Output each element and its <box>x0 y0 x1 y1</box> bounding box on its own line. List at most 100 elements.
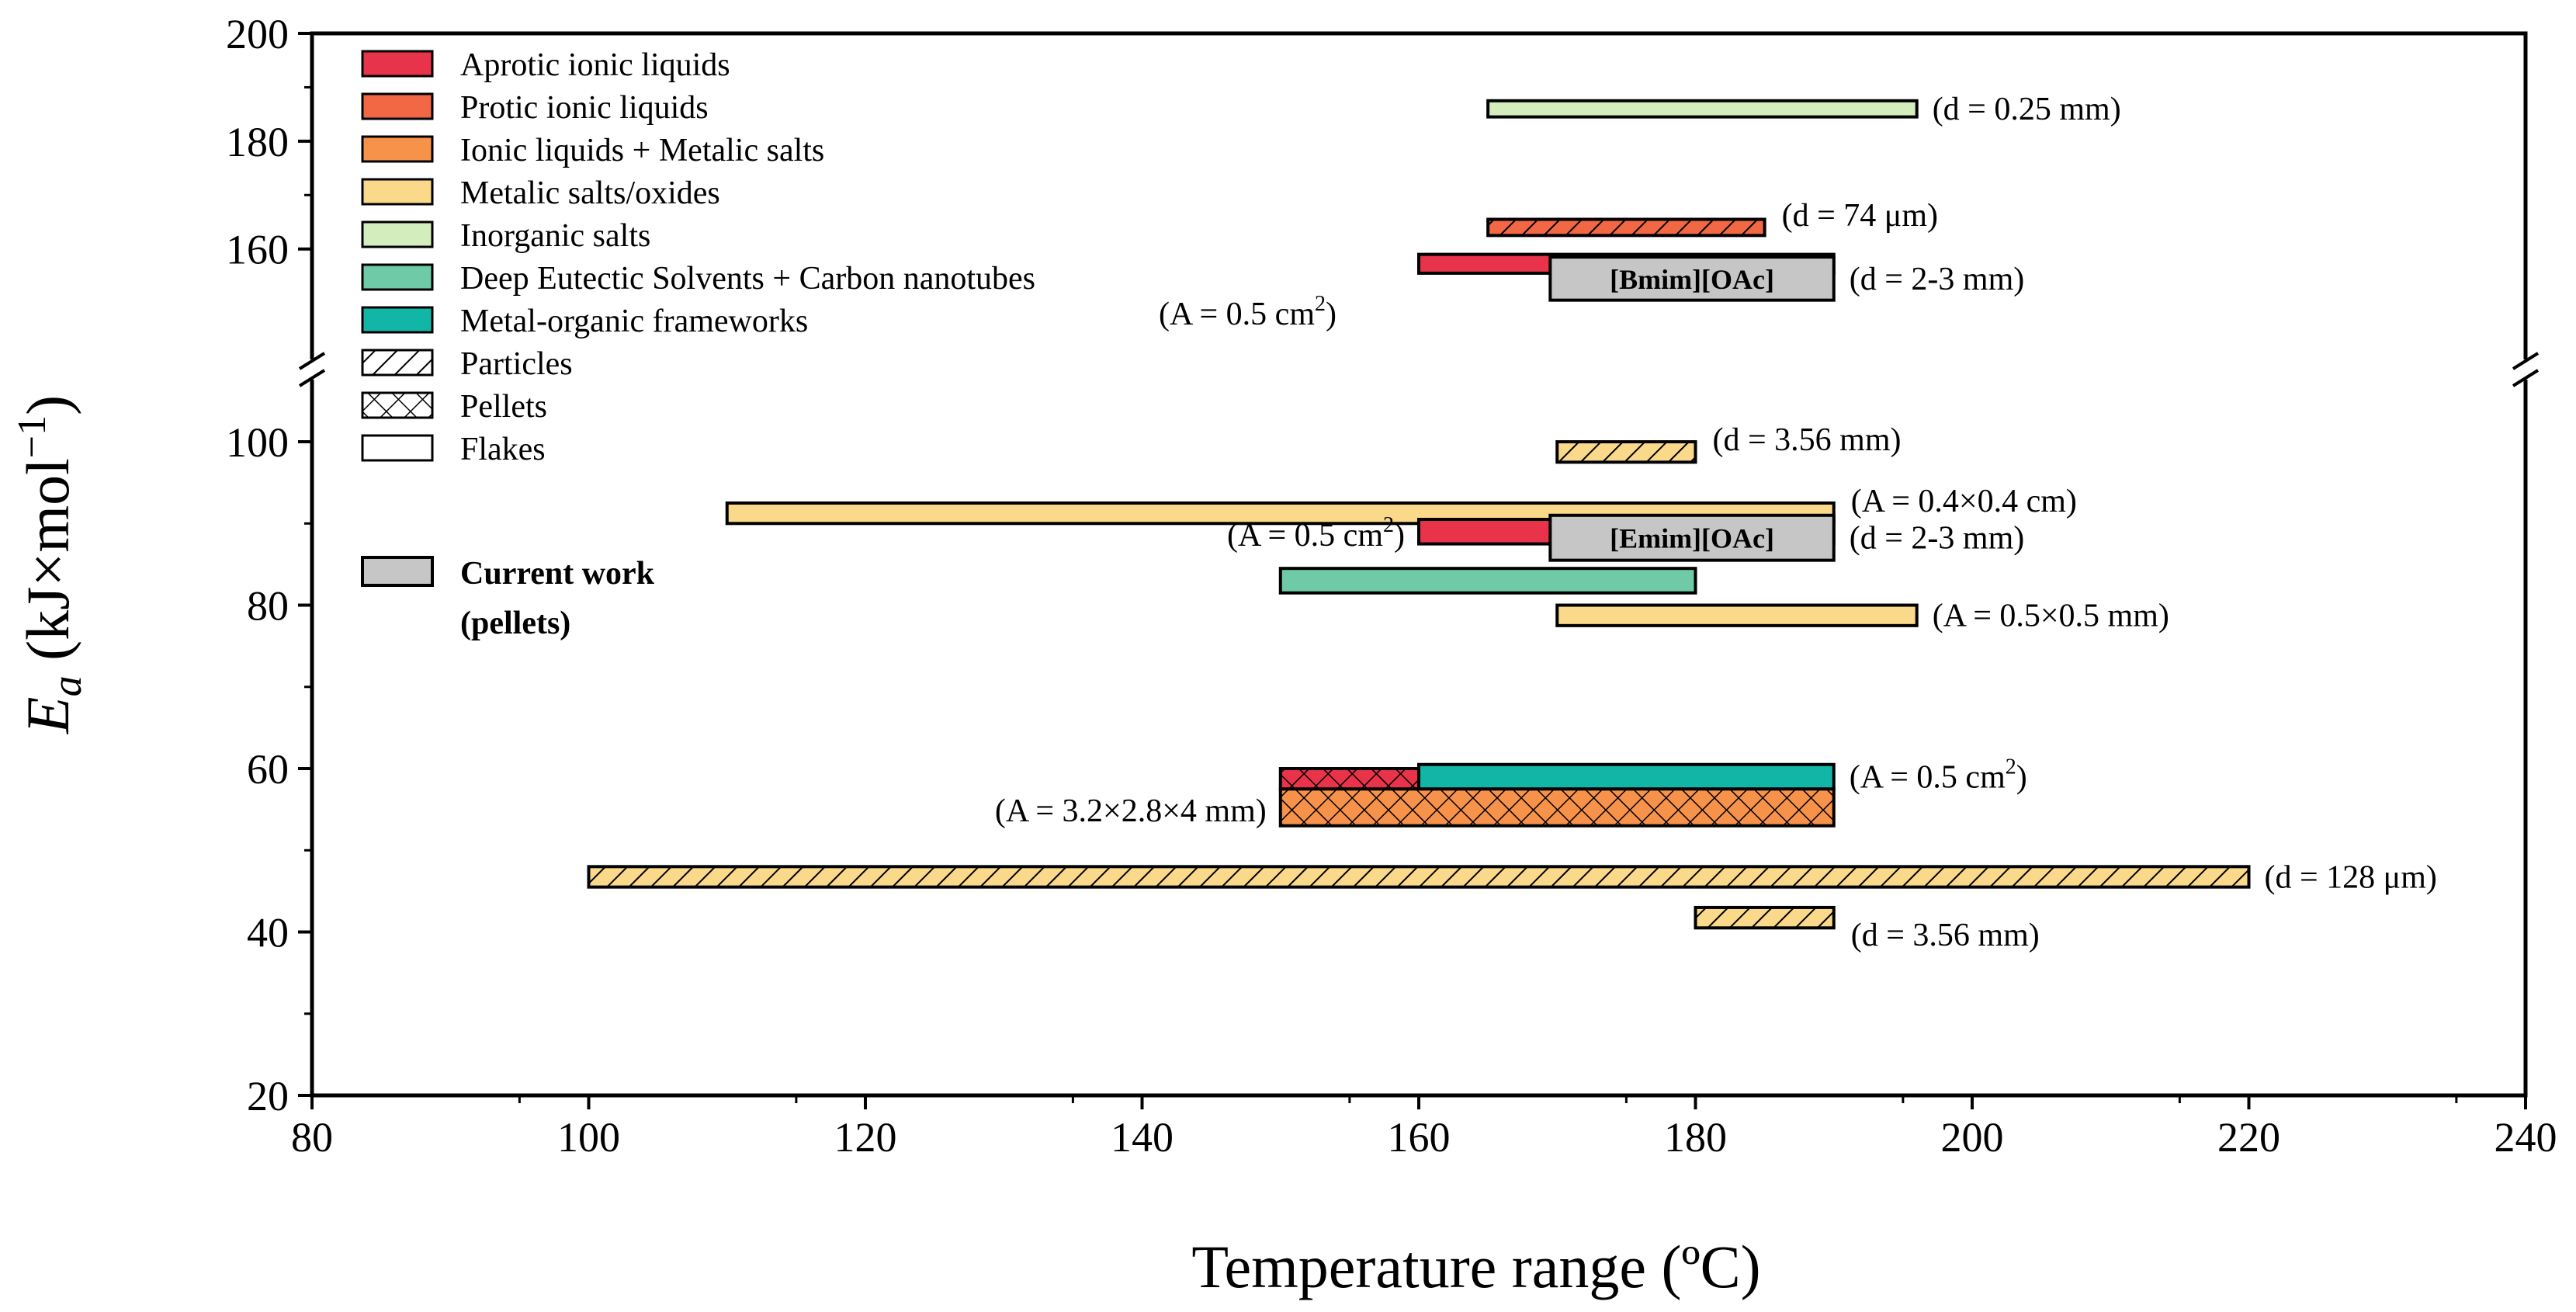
legend-entry: Metalic salts/oxides <box>361 175 720 211</box>
legend-entry: Flakes <box>361 432 546 467</box>
bar-fill <box>1550 257 1834 300</box>
axes-layer: 80 100 120 140 160 180 200 220 240 20 40 60 80 100 160… <box>226 11 2557 1161</box>
bar-outline <box>1486 99 1919 119</box>
axis-break-right <box>2512 352 2540 370</box>
legend-swatch <box>362 222 432 247</box>
bar-inner-label: [Bmim][OAc] <box>1610 264 1774 295</box>
bar-annotation: (d = 2-3 mm) <box>1850 521 2024 557</box>
bars-layer: [Bmim][OAc] [Emim][OAc] <box>587 99 2251 930</box>
axis-break-left <box>298 352 326 370</box>
bar-outline <box>1555 603 1919 627</box>
y-axis-symbol: E <box>14 696 81 734</box>
axis-break-right <box>2512 369 2540 387</box>
legend-label: Pellets <box>460 389 547 425</box>
bar-annotation: (A = 0.5 cm2) <box>1159 292 1337 332</box>
x-tick-label: 100 <box>557 1114 620 1161</box>
bar-outline <box>1555 440 1697 464</box>
bar-annotation: (A = 0.5 cm2) <box>1227 513 1405 554</box>
y-tick-label: 180 <box>226 119 289 165</box>
x-tick-label: 220 <box>2217 1114 2280 1161</box>
y-tick-label: 60 <box>247 746 289 793</box>
bar-pattern <box>1557 442 1696 463</box>
bar-annotation: (d = 3.56 mm) <box>1713 422 1902 458</box>
bar-outline <box>1548 513 1836 562</box>
legend-swatch-outline <box>361 50 434 78</box>
bar-8 <box>1278 567 1697 595</box>
bar-outline <box>1278 787 1836 828</box>
bar-annotation: (d = 3.56 mm) <box>1851 918 2040 953</box>
legend-swatch <box>362 179 432 204</box>
bar-annotation: (d = 74 μm) <box>1782 198 1938 234</box>
legend-label: Metalic salts/oxides <box>460 175 720 211</box>
y-tick-label: 40 <box>247 910 289 956</box>
legend-entry: Particles <box>361 346 573 382</box>
legend-label: Deep Eutectic Solvents + Carbon nanotube… <box>460 261 1035 297</box>
x-tick-label: 200 <box>1941 1114 2004 1161</box>
legend-label: Current work <box>460 556 655 592</box>
x-tick-label: 140 <box>1111 1114 1174 1161</box>
bar-fill <box>1280 568 1696 593</box>
bar-14 <box>1694 905 1836 930</box>
x-tick-label: 240 <box>2495 1114 2557 1161</box>
plot-frame <box>310 31 2528 1098</box>
legend-label: Flakes <box>460 432 546 467</box>
legend-entry: Aprotic ionic liquids <box>361 47 730 83</box>
legend-entry: Pellets <box>361 389 547 425</box>
bar-pattern <box>1695 907 1834 928</box>
bar-pattern <box>1488 219 1765 236</box>
y-axis-title: Ea (kJ×mol−1) <box>10 395 90 734</box>
legend-label: Metal-organic frameworks <box>460 304 808 339</box>
bar-3: [Bmim][OAc] <box>1548 255 1836 302</box>
y-tick-label: 20 <box>247 1073 289 1119</box>
bar-9 <box>1555 603 1919 627</box>
bar-outline <box>1278 567 1697 595</box>
legend-label: Aprotic ionic liquids <box>460 47 730 83</box>
bar-13 <box>587 865 2251 889</box>
legend-swatch-pattern <box>362 350 432 375</box>
bar-outline <box>1486 217 1766 238</box>
bar-0 <box>1486 99 1919 119</box>
legend-swatch-outline <box>361 178 434 206</box>
legend-swatch-outline <box>361 92 434 120</box>
legend-label: Protic ionic liquids <box>460 90 709 126</box>
bar-fill <box>1488 100 1917 117</box>
bar-7: [Emim][OAc] <box>1548 513 1836 562</box>
legend-swatch-outline <box>361 263 434 291</box>
bar-annotation: (d = 128 μm) <box>2265 859 2437 895</box>
y-axis-unit: (kJ×mol <box>14 458 81 675</box>
legend-label: Ionic liquids + Metalic salts <box>460 133 824 168</box>
bar-fill <box>1557 605 1917 626</box>
legend-swatch-outline <box>361 306 434 334</box>
bar-fill <box>1550 515 1834 561</box>
legend-swatch-outline <box>361 434 434 462</box>
bar-outline <box>1694 905 1836 930</box>
bar-labels-layer: (d = 0.25 mm) (d = 74 μm) (A = 0.5 cm2) (d … <box>995 92 2437 953</box>
bar-pattern <box>1280 789 1834 826</box>
x-axis-title: Temperature range (ºC) <box>1191 1233 1760 1300</box>
y-axis-exponent: −1 <box>10 415 54 458</box>
bar-annotation: (A = 3.2×2.8×4 mm) <box>995 793 1267 829</box>
bar-outline <box>587 865 2251 889</box>
legend-swatch <box>362 94 432 119</box>
y-tick-label: 80 <box>247 583 289 630</box>
y-axis-unit-close: ) <box>14 395 81 415</box>
legend-swatch-pattern <box>362 393 432 418</box>
legend-label: Inorganic salts <box>460 218 650 254</box>
x-tick-label: 120 <box>834 1114 897 1161</box>
plot-area <box>310 31 2528 1098</box>
bar-fill <box>1419 764 1834 790</box>
bar-10 <box>1278 767 1420 791</box>
legend-swatch-outline <box>361 391 434 419</box>
legend-swatch-outline <box>361 349 434 377</box>
legend-entry: Metal-organic frameworks <box>361 304 808 339</box>
bar-annotation: (A = 0.5×0.5 mm) <box>1933 599 2169 634</box>
legend-swatch-outline <box>361 135 434 163</box>
bar-annotation: (d = 2-3 mm) <box>1850 262 2024 297</box>
y-tick-label: 100 <box>226 419 289 466</box>
legend-label: Particles <box>460 346 573 382</box>
legend-swatch <box>362 265 432 290</box>
bar-inner-label: [Emim][OAc] <box>1610 523 1774 554</box>
bar-annotation: (d = 0.25 mm) <box>1933 92 2121 127</box>
x-tick-label: 180 <box>1664 1114 1727 1161</box>
legend-swatch <box>362 137 432 161</box>
